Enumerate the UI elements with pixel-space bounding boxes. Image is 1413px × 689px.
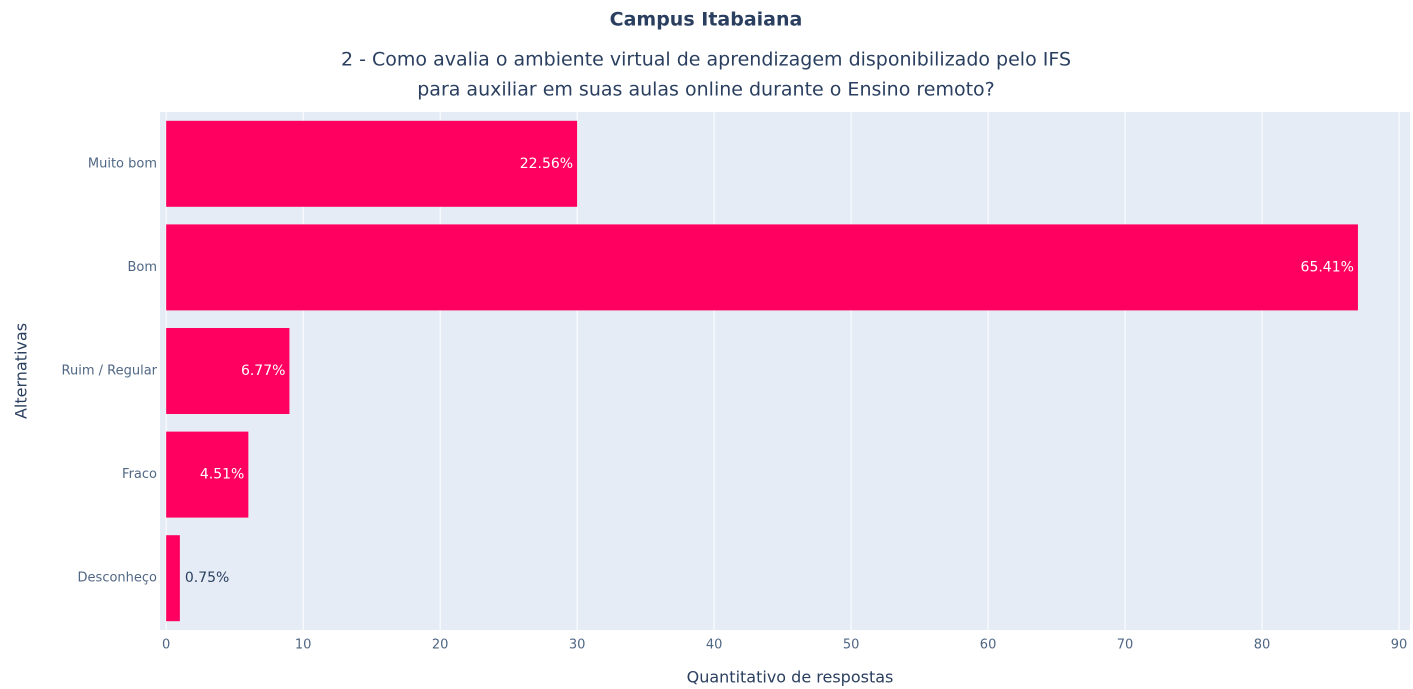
bar [166, 224, 1358, 311]
data-label: 4.51% [200, 467, 244, 483]
chart-subtitle: para auxiliar em suas aulas online duran… [417, 79, 995, 101]
y-tick-label: Bom [127, 260, 157, 275]
x-tick-label: 90 [1391, 638, 1408, 653]
x-axis-title: Quantitativo de respostas [687, 668, 894, 687]
data-label: 0.75% [185, 570, 229, 586]
y-tick-label: Muito bom [88, 156, 157, 171]
x-tick-label: 0 [162, 638, 170, 653]
y-axis-title: Alternativas [12, 323, 31, 419]
y-tick-label: Desconheço [78, 571, 158, 586]
chart-subtitle: 2 - Como avalia o ambiente virtual de ap… [341, 49, 1071, 71]
data-label: 65.41% [1301, 259, 1354, 275]
x-tick-label: 50 [843, 638, 860, 653]
bar [166, 328, 290, 414]
data-label: 6.77% [241, 363, 285, 379]
x-tick-label: 60 [980, 638, 997, 653]
y-tick-label: Ruim / Regular [62, 364, 158, 379]
x-tick-label: 10 [295, 638, 312, 653]
x-tick-label: 70 [1117, 638, 1134, 653]
chart-title: Campus Itabaiana [610, 9, 803, 31]
data-label: 22.56% [520, 156, 573, 172]
x-tick-label: 80 [1254, 638, 1271, 653]
x-tick-label: 30 [569, 638, 586, 653]
bar [166, 120, 578, 207]
y-tick-label: Fraco [122, 467, 157, 482]
bar [166, 431, 249, 518]
x-tick-label: 20 [432, 638, 449, 653]
x-tick-label: 40 [706, 638, 723, 653]
bar [166, 535, 180, 622]
